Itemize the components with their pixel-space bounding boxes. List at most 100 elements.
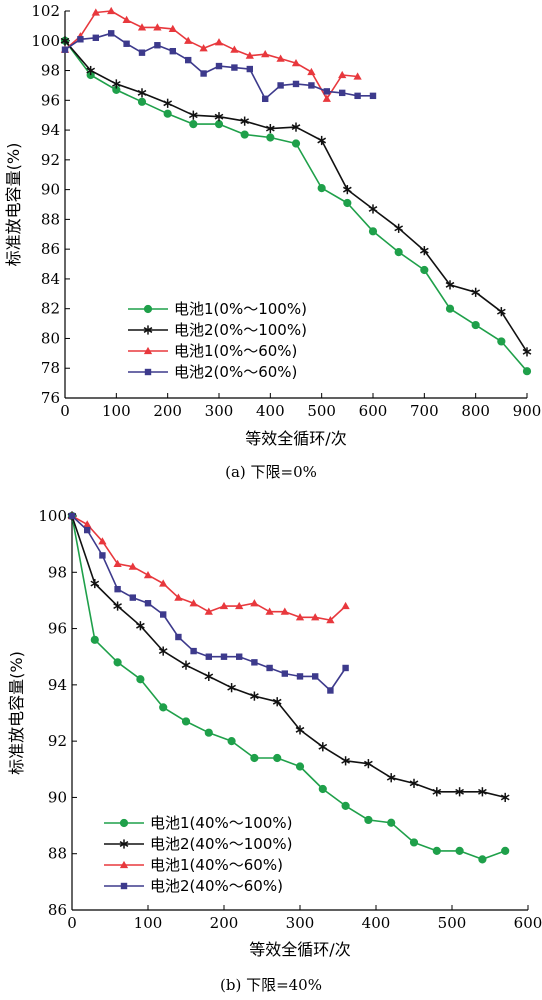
legend-marker — [144, 368, 152, 376]
x-tick-label: 600 — [514, 914, 542, 932]
x-tick-label: 100 — [102, 402, 131, 420]
data-point — [312, 673, 319, 680]
data-point — [500, 792, 510, 803]
x-tick-label: 0 — [60, 402, 70, 420]
data-point — [471, 320, 480, 330]
data-point — [154, 42, 161, 49]
series-1 — [67, 511, 510, 864]
y-tick-label: 80 — [41, 329, 60, 347]
data-point-stroke — [409, 780, 419, 787]
legend-item: 电池1(40%～60%) — [104, 856, 283, 874]
data-point-stroke — [181, 662, 191, 669]
x-tick-label: 700 — [410, 402, 439, 420]
data-point — [323, 88, 330, 95]
data-point — [265, 607, 274, 615]
series-line-3 — [71, 515, 347, 621]
data-point — [496, 307, 506, 317]
data-point — [364, 815, 373, 825]
data-point — [160, 611, 167, 618]
x-tick-label: 900 — [513, 402, 542, 420]
series-2 — [60, 36, 532, 357]
x-tick-label: 200 — [210, 914, 239, 932]
data-point-stroke — [291, 124, 301, 131]
y-tick-label: 86 — [48, 901, 67, 919]
data-point — [137, 97, 147, 106]
data-point-stroke — [432, 788, 442, 795]
x-tick-label: 500 — [438, 914, 467, 932]
data-point — [190, 647, 197, 655]
y-tick-label: 86 — [41, 240, 60, 258]
data-point — [204, 607, 213, 615]
data-point — [181, 717, 191, 726]
data-point-stroke — [496, 308, 506, 315]
legend-item: 电池1(0%～60%) — [128, 342, 297, 360]
series-line-1 — [71, 515, 506, 861]
legend-item: 电池1(40%～100%) — [104, 814, 292, 832]
data-point — [158, 646, 168, 656]
x-tick-label: 300 — [286, 914, 315, 932]
y-tick-label: 92 — [48, 732, 67, 750]
data-point — [409, 778, 419, 788]
data-point — [113, 559, 122, 567]
data-point — [273, 753, 282, 763]
data-point — [419, 246, 429, 256]
data-point — [61, 46, 69, 53]
y-tick-label: 96 — [48, 620, 67, 638]
legend-item: 电池1(0%～100%) — [128, 300, 307, 318]
data-point-stroke — [250, 693, 259, 700]
data-point-stroke — [386, 774, 396, 781]
data-point — [188, 110, 198, 120]
data-point — [394, 248, 403, 257]
data-point — [522, 367, 532, 376]
data-point — [159, 703, 168, 712]
data-point — [227, 683, 236, 693]
data-point — [113, 601, 122, 611]
legend-label: 电池1(40%～60%) — [150, 856, 283, 874]
data-point — [111, 79, 121, 89]
data-point — [368, 204, 378, 214]
data-point — [214, 112, 224, 122]
data-point-stroke — [265, 125, 275, 132]
data-point — [92, 34, 99, 41]
series-3 — [67, 511, 350, 624]
legend-marker — [143, 325, 153, 335]
data-point — [308, 82, 315, 89]
data-point-stroke — [318, 743, 328, 750]
data-point — [307, 67, 316, 76]
data-point-stroke — [214, 113, 224, 120]
data-point — [90, 635, 99, 644]
data-point — [291, 122, 301, 132]
legend-label: 电池1(0%～60%) — [174, 342, 297, 360]
data-point-stroke — [478, 788, 487, 795]
data-point — [86, 65, 96, 76]
data-point — [204, 728, 213, 737]
legend-label: 电池1(40%～100%) — [150, 814, 292, 832]
data-point — [291, 139, 301, 148]
data-point — [266, 664, 273, 672]
data-point — [153, 23, 162, 31]
x-tick-label: 0 — [67, 914, 77, 932]
x-tick-label: 400 — [256, 402, 285, 420]
data-point — [90, 578, 100, 589]
data-point — [137, 88, 147, 98]
legend-label: 电池2(0%～60%) — [174, 363, 297, 381]
data-point — [83, 520, 92, 528]
y-tick-label: 82 — [41, 300, 60, 318]
data-point — [311, 613, 320, 621]
data-point-stroke — [500, 794, 510, 801]
x-tick-label: 800 — [461, 402, 490, 420]
data-point — [394, 223, 404, 233]
data-point — [227, 737, 236, 746]
data-point-stroke — [317, 137, 327, 144]
data-point — [342, 185, 352, 195]
data-point-stroke — [188, 112, 198, 119]
y-tick-label: 78 — [41, 359, 60, 377]
data-point — [113, 658, 122, 667]
y-tick-label: 90 — [41, 181, 60, 199]
data-point-stroke — [113, 603, 122, 610]
data-point — [327, 687, 334, 694]
y-tick-label: 90 — [48, 788, 67, 806]
data-point-stroke — [419, 247, 429, 254]
data-point — [98, 537, 107, 545]
